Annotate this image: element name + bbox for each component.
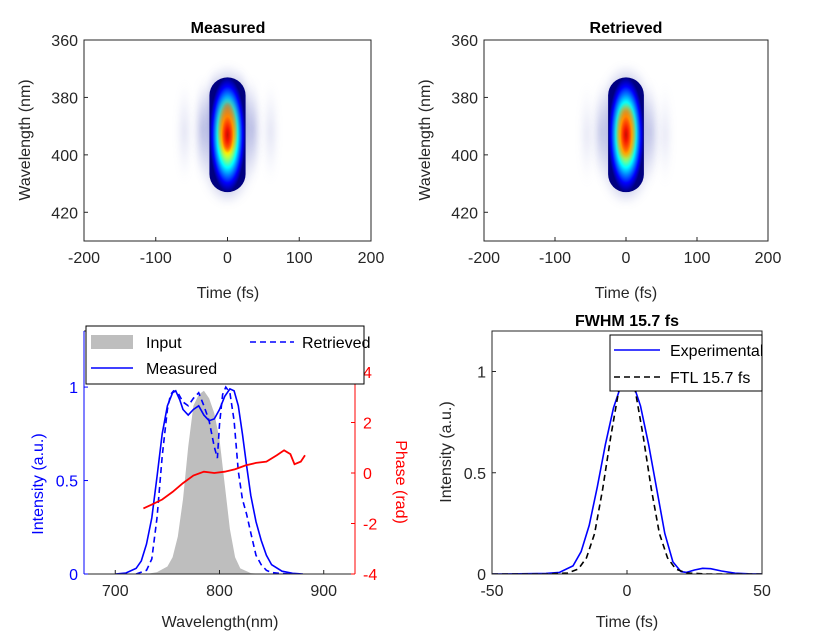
- ftl-pulse-line: [492, 370, 762, 574]
- spectrum-x-label-800: 800: [206, 583, 233, 600]
- measured-x-label-0: 0: [223, 250, 232, 267]
- measured-y-label-380: 380: [51, 90, 78, 107]
- spectrum-yr-label-2: 2: [363, 416, 372, 433]
- retrieved-x-label-0: 0: [622, 250, 631, 267]
- retrieved-x-label-100: 100: [684, 250, 711, 267]
- measured-x-ticks: -200 -100 0 100 200: [68, 237, 384, 267]
- temporal-ylabel: Intensity (a.u.): [438, 401, 455, 502]
- retrieved-spectrum-line: [135, 385, 293, 574]
- temporal-xlabel: Time (fs): [596, 614, 659, 631]
- retrieved-lobe-5: [655, 80, 675, 190]
- measured-x-label--100: -100: [140, 250, 172, 267]
- spectrum-left-y-ticks: 00.51: [56, 380, 88, 584]
- spectrum-yr-label-0: 0: [363, 466, 372, 483]
- legend-measured-label: Measured: [146, 361, 217, 378]
- spectrum-yl-label-1: 1: [69, 380, 78, 397]
- temporal-y-ticks: 00.51: [464, 365, 496, 584]
- measured-y-ticks: 360 380 400 420: [51, 33, 88, 222]
- temporal-legend-box: [609, 334, 763, 392]
- temporal-y-label-0: 0: [477, 567, 486, 584]
- spectrum-ylabel-right: Phase (rad): [392, 440, 409, 524]
- temporal-title: FWHM 15.7 fs: [575, 313, 679, 330]
- temporal-legend: Experimental FTL 15.7 fs: [609, 334, 763, 392]
- temporal-plot: FWHM 15.7 fs -50 0 50 00.51 Time (fs) Inte…: [438, 313, 771, 631]
- retrieved-x-label--100: -100: [539, 250, 571, 267]
- spectrum-yr-label--2: -2: [363, 517, 377, 534]
- measured-ylabel: Wavelength (nm): [17, 79, 34, 200]
- experimental-pulse-line: [492, 378, 762, 574]
- retrieved-peak: [617, 106, 635, 158]
- retrieved-lobe-4: [577, 80, 597, 190]
- measured-plot: Measured -200 -100 0 100 200 360 380 400 420 Ti…: [17, 20, 384, 302]
- spectrum-yr-label--4: -4: [363, 567, 377, 584]
- retrieved-x-label-200: 200: [755, 250, 782, 267]
- temporal-x-label-50: 50: [753, 583, 771, 600]
- spectrum-yl-label-0: 0: [69, 567, 78, 584]
- measured-title: Measured: [191, 20, 266, 37]
- spectrum-right-y-ticks: -4 -2 0 2 4: [351, 365, 377, 584]
- measured-peak: [219, 100, 236, 152]
- retrieved-xlabel: Time (fs): [595, 285, 658, 302]
- measured-xlabel: Time (fs): [197, 285, 260, 302]
- spectrum-legend: Input Retrieved Measured: [85, 325, 370, 385]
- measured-lobe-5: [260, 77, 281, 187]
- retrieved-plot: Retrieved -200 -100 0 100 200 360 380 400 420 T…: [417, 20, 781, 302]
- measured-lobe-4: [174, 77, 195, 187]
- measured-x-label-100: 100: [286, 250, 313, 267]
- spectrum-xlabel: Wavelength(nm): [162, 614, 279, 631]
- legend-input-swatch: [91, 335, 133, 349]
- spectrum-x-label-700: 700: [102, 583, 129, 600]
- temporal-y-label-0.5: 0.5: [464, 466, 486, 483]
- input-spectrum-area: [146, 390, 262, 574]
- temporal-x-label--50: -50: [480, 583, 503, 600]
- temporal-x-ticks: -50 0 50: [480, 570, 771, 600]
- measured-x-label-200: 200: [358, 250, 385, 267]
- measured-y-label-360: 360: [51, 33, 78, 50]
- spectrum-legend-box: [85, 325, 365, 385]
- spectrum-x-ticks: 700 800 900: [102, 570, 337, 600]
- legend-retrieved-label: Retrieved: [302, 335, 370, 352]
- spectrum-ylabel-left: Intensity (a.u.): [30, 433, 47, 534]
- spectrum-yr-label-4: 4: [363, 365, 372, 382]
- temporal-x-label-0: 0: [623, 583, 632, 600]
- retrieved-ylabel: Wavelength (nm): [417, 79, 434, 200]
- measured-y-label-420: 420: [51, 205, 78, 222]
- legend-experimental-label: Experimental: [670, 343, 763, 360]
- measured-spectrum-line: [115, 387, 303, 574]
- retrieved-y-label-420: 420: [451, 205, 478, 222]
- temporal-y-label-1: 1: [477, 365, 486, 382]
- spectrum-yl-label-0.5: 0.5: [56, 474, 78, 491]
- legend-input-label: Input: [146, 335, 182, 352]
- measured-pulse-core: [203, 71, 252, 199]
- legend-ftl-label: FTL 15.7 fs: [670, 370, 750, 387]
- spectrum-x-label-900: 900: [310, 583, 337, 600]
- retrieved-title: Retrieved: [590, 20, 663, 37]
- retrieved-y-label-360: 360: [451, 33, 478, 50]
- retrieved-y-ticks: 360 380 400 420: [451, 33, 488, 222]
- retrieved-x-ticks: -200 -100 0 100 200: [468, 237, 781, 267]
- retrieved-y-label-400: 400: [451, 148, 478, 165]
- spectral-phase-line: [143, 449, 306, 510]
- measured-x-label--200: -200: [68, 250, 100, 267]
- retrieved-y-label-380: 380: [451, 90, 478, 107]
- retrieved-pulse-core: [602, 71, 650, 199]
- retrieved-x-label--200: -200: [468, 250, 500, 267]
- measured-y-label-400: 400: [51, 148, 78, 165]
